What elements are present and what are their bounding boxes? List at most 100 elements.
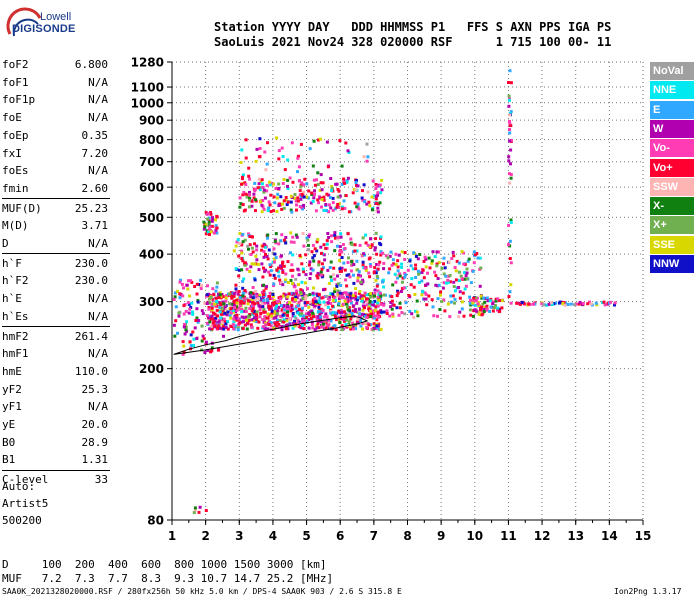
echo-point	[300, 312, 304, 316]
echo-point	[352, 327, 355, 331]
param-value: N/A	[88, 347, 108, 361]
echo-point	[312, 315, 315, 319]
echo-point	[193, 285, 197, 288]
echo-point	[317, 299, 321, 303]
echo-point	[213, 324, 217, 328]
echo-point	[251, 286, 255, 289]
echo-point	[217, 320, 221, 324]
echo-point	[297, 283, 300, 286]
echo-point	[284, 196, 288, 199]
echo-point	[508, 128, 511, 131]
echo-point	[227, 292, 231, 296]
echo-point	[304, 295, 308, 299]
echo-point	[285, 306, 289, 310]
echo-point	[476, 302, 480, 306]
echo-point	[254, 209, 257, 213]
echo-point	[375, 201, 379, 205]
echo-point	[365, 159, 369, 163]
echo-point	[361, 308, 365, 312]
param-label: yF2	[2, 382, 22, 396]
chart-grid	[172, 61, 644, 520]
echo-point	[420, 293, 424, 297]
echo-point	[291, 268, 295, 272]
echo-point	[329, 311, 333, 315]
echo-point	[373, 299, 376, 303]
echo-point	[331, 196, 335, 200]
param-row-ye: yE 20.0	[2, 418, 108, 432]
echo-point	[260, 290, 264, 294]
echo-point	[379, 310, 383, 314]
echo-point	[488, 299, 492, 303]
echo-point	[356, 184, 360, 188]
param-value: N/A	[88, 111, 108, 125]
echo-point	[431, 250, 435, 254]
echo-point	[258, 315, 262, 319]
echo-point	[361, 327, 365, 331]
echo-point	[294, 317, 298, 320]
param-label: foEs	[2, 164, 29, 178]
echo-point	[317, 260, 321, 264]
echo-point	[433, 270, 437, 274]
echo-point	[318, 313, 322, 317]
echo-point	[209, 211, 212, 214]
echo-point	[338, 249, 342, 253]
echo-point	[188, 340, 192, 344]
echo-point	[218, 293, 222, 297]
echo-point	[331, 292, 335, 296]
echo-point	[196, 320, 200, 324]
echo-point	[603, 303, 607, 307]
echo-point	[310, 309, 313, 313]
echo-point	[316, 171, 320, 175]
echo-point	[508, 113, 512, 117]
echo-point	[471, 314, 475, 318]
echo-point	[242, 277, 246, 281]
echo-point	[181, 294, 185, 298]
echo-point	[358, 243, 362, 247]
echo-point	[313, 183, 317, 187]
echo-point	[387, 271, 391, 275]
echo-point	[435, 262, 439, 266]
echo-point	[302, 292, 306, 295]
echo-point	[480, 309, 484, 312]
echo-point	[248, 190, 251, 194]
x-tick-label: 15	[635, 529, 652, 543]
echo-point	[370, 195, 374, 199]
echo-point	[354, 295, 357, 299]
header-columns: Station YYYY DAY DDD HHMMSS P1 FFS S AXN…	[214, 20, 612, 34]
echo-point	[469, 281, 473, 285]
echo-point	[182, 286, 185, 290]
echo-point	[394, 280, 398, 284]
echo-point	[359, 319, 362, 322]
echo-point	[326, 165, 330, 169]
echo-point	[336, 237, 340, 241]
echo-point	[226, 320, 230, 324]
echo-point	[442, 262, 445, 266]
echo-point	[422, 276, 426, 280]
echo-point	[296, 322, 300, 325]
echo-point	[280, 146, 284, 150]
param-row-b0: B0 28.9	[2, 436, 108, 450]
echo-point	[372, 312, 376, 316]
echo-point	[345, 179, 349, 183]
echo-point	[476, 256, 480, 260]
echo-point	[195, 316, 199, 320]
echo-point	[481, 312, 485, 316]
echo-point	[223, 311, 227, 315]
echo-point	[322, 253, 326, 257]
echo-point	[527, 302, 531, 306]
echo-point	[317, 138, 320, 142]
echo-point	[289, 231, 293, 235]
echo-point	[390, 295, 394, 299]
echo-point	[229, 291, 233, 295]
echo-point	[508, 69, 512, 73]
echo-point	[290, 297, 294, 301]
echo-point	[314, 300, 318, 304]
echo-point	[420, 279, 424, 283]
echo-point	[293, 322, 297, 326]
echo-point	[333, 277, 337, 281]
echo-point	[350, 312, 354, 315]
echo-point	[296, 318, 300, 322]
echo-point	[252, 301, 256, 305]
echo-point	[341, 243, 345, 246]
echo-point	[314, 315, 318, 319]
